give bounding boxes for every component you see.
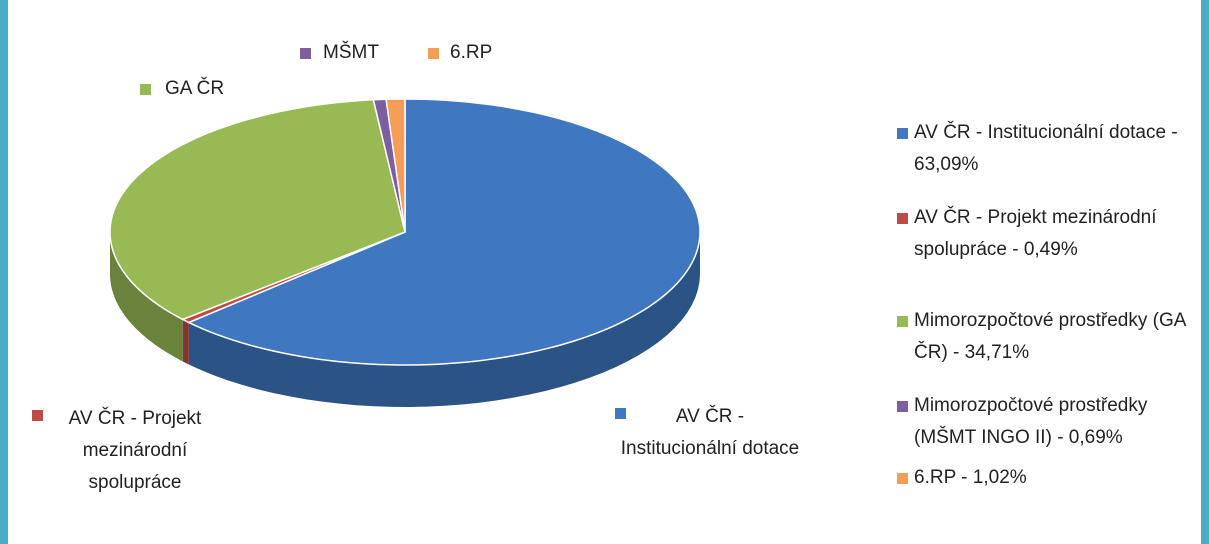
legend-marker <box>897 473 908 484</box>
slice-side <box>182 319 189 365</box>
legend-label: AV ČR - Institucionální dotace - 63,09% <box>914 122 1178 175</box>
legend-label: AV ČR - Projekt mezinárodní spolupráce -… <box>914 207 1157 260</box>
frame-border <box>0 0 8 544</box>
data-label: AV ČR - Institucionální dotace <box>620 406 800 459</box>
data-label: AV ČR - Projekt mezinárodní spolupráce <box>68 408 202 493</box>
slice <box>385 98 406 233</box>
label-marker <box>32 410 43 421</box>
legend-label: Mimorozpočtové prostředky (GA ČR) - 34,7… <box>914 310 1186 363</box>
data-label: GA ČR <box>165 78 225 99</box>
slice <box>186 98 701 366</box>
label-marker <box>140 84 151 95</box>
label-marker <box>428 48 439 59</box>
legend-label: 6.RP - 1,02% <box>914 467 1027 488</box>
label-marker <box>615 408 626 419</box>
legend-marker <box>897 401 908 412</box>
legend-marker <box>897 213 908 224</box>
legend-marker <box>897 128 908 139</box>
data-label: 6.RP <box>450 42 493 63</box>
legend-label: Mimorozpočtové prostředky (MŠMT INGO II)… <box>914 395 1148 448</box>
label-marker <box>300 48 311 59</box>
data-label: MŠMT <box>323 42 379 63</box>
frame-border <box>1201 0 1209 544</box>
slice-side <box>188 232 701 407</box>
legend-marker <box>897 316 908 327</box>
slice <box>109 98 406 321</box>
